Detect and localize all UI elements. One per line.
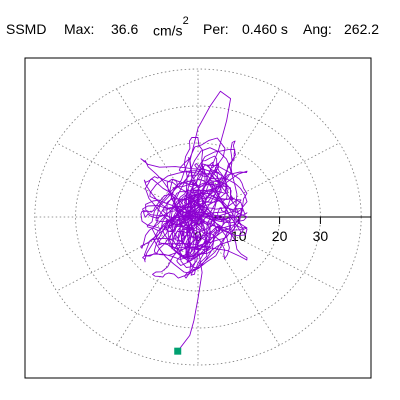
max-unit: cm/s2 (153, 15, 189, 39)
peak-marker-group (174, 347, 182, 355)
grid-spoke (218, 88, 280, 186)
grid-spoke (218, 248, 280, 346)
max-unit-power: 2 (182, 15, 189, 27)
grid-spoke (116, 88, 178, 186)
record-name: SSMD (6, 21, 47, 37)
per-value: 0.460 s (242, 21, 288, 37)
per-label: Per: (203, 21, 229, 37)
motion-trace (140, 90, 248, 352)
trace-path (140, 90, 248, 352)
x-tick-label: 30 (313, 228, 329, 244)
ang-label: Ang: (303, 21, 332, 37)
ang-value: 262.2 (344, 21, 380, 37)
grid-spoke (116, 248, 178, 346)
max-label: Max: (64, 21, 95, 37)
max-value: 36.6 (111, 21, 139, 37)
x-tick-label: 20 (272, 228, 288, 244)
peak-marker (174, 347, 182, 355)
header-bar: SSMD Max: 36.6 cm/s2 Per: 0.460 s Ang: 2… (0, 6, 400, 39)
max-unit-text: cm/s (153, 22, 183, 39)
